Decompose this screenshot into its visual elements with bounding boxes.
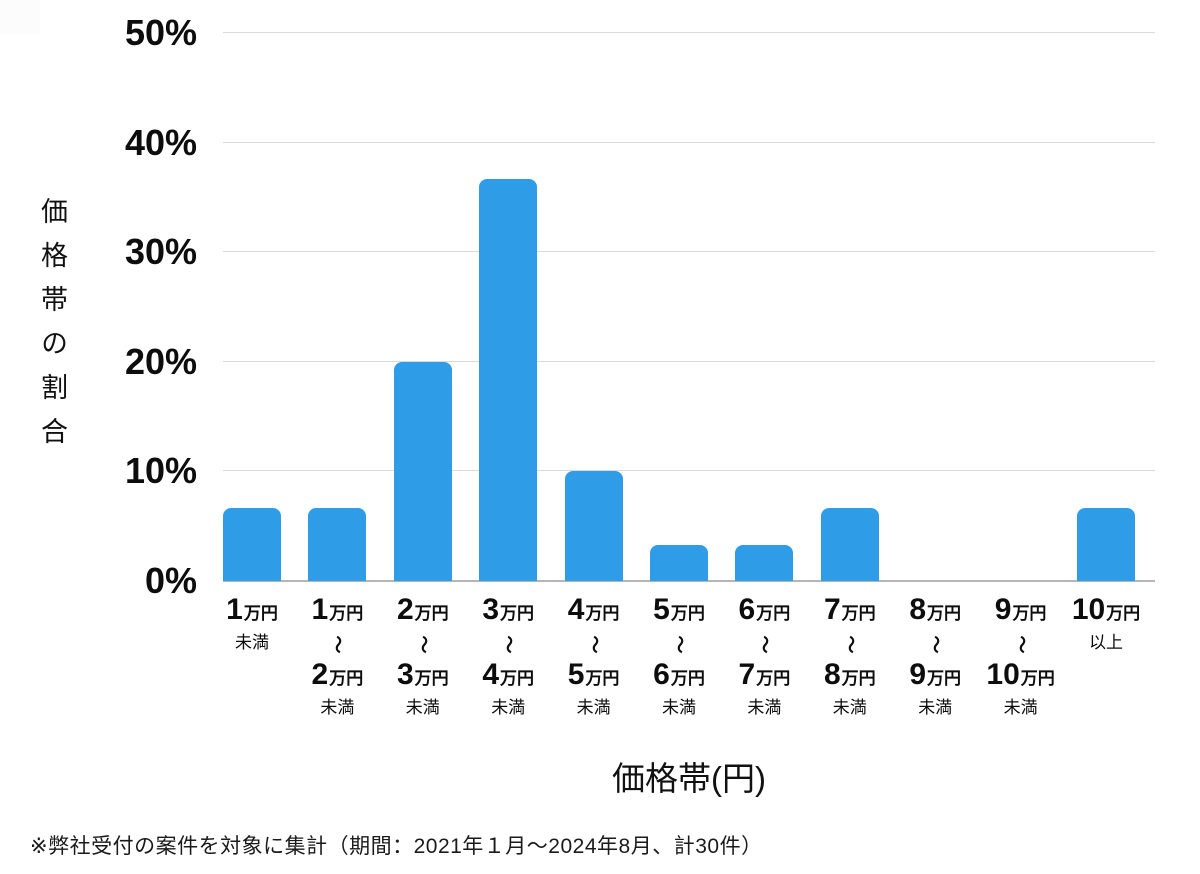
bar bbox=[479, 178, 538, 581]
x-tick-label: 2万円〜 3万円 未満 bbox=[371, 592, 475, 719]
x-tick-label: 7万円〜 8万円 未満 bbox=[798, 592, 902, 719]
bar bbox=[820, 507, 879, 581]
y-tick-label: 10% bbox=[124, 450, 197, 492]
x-tick-label: 9万円〜 10万円 未満 bbox=[969, 592, 1073, 719]
screenshot-corner-artifact bbox=[0, 0, 40, 34]
x-tick-label: 5万円〜 6万円 未満 bbox=[627, 592, 731, 719]
y-tick-label: 50% bbox=[124, 12, 197, 53]
x-tick-label: 6万円〜 7万円 未満 bbox=[712, 592, 816, 719]
x-tick-label: 1万円〜 2万円 未満 bbox=[285, 592, 389, 719]
gridline bbox=[223, 360, 1155, 362]
bar bbox=[393, 361, 452, 581]
y-tick-label: 40% bbox=[124, 121, 197, 163]
y-tick-label: 20% bbox=[124, 340, 197, 382]
gridline bbox=[223, 251, 1155, 253]
y-tick-label: 0% bbox=[144, 560, 197, 601]
plot-area bbox=[223, 32, 1155, 582]
y-axis-title: 価格帯の割合 bbox=[37, 197, 67, 461]
x-tick-labels: 1万円 未満 1万円〜 2万円 未満 2万円〜 3万円 未満 3万円〜 4万円 未満 4万円〜 5万円未… bbox=[223, 592, 1155, 717]
bar bbox=[564, 471, 623, 581]
bar bbox=[223, 507, 281, 581]
x-axis-title: 価格帯(円) bbox=[612, 760, 766, 797]
bar bbox=[650, 544, 708, 581]
x-axis-baseline bbox=[223, 580, 1155, 582]
bar bbox=[1077, 507, 1135, 581]
gridline bbox=[223, 141, 1155, 143]
x-tick-label: 8万円〜 9万円 未満 bbox=[883, 592, 987, 719]
bar bbox=[308, 507, 367, 581]
gridline bbox=[223, 32, 1155, 33]
x-tick-label: 1万円 未満 bbox=[226, 593, 278, 652]
x-tick-label: 4万円〜 5万円 未満 bbox=[542, 592, 646, 719]
y-tick-label: 30% bbox=[124, 231, 197, 273]
bar bbox=[735, 544, 794, 581]
x-tick-label: 3万円〜 4万円 未満 bbox=[456, 592, 560, 719]
x-tick-label: 10万円 以上 bbox=[1071, 593, 1141, 652]
gridline bbox=[223, 470, 1155, 472]
footnote: ※弊社受付の案件を対象に集計（期間：2021年１月〜2024年8月、計30件） bbox=[30, 835, 763, 858]
